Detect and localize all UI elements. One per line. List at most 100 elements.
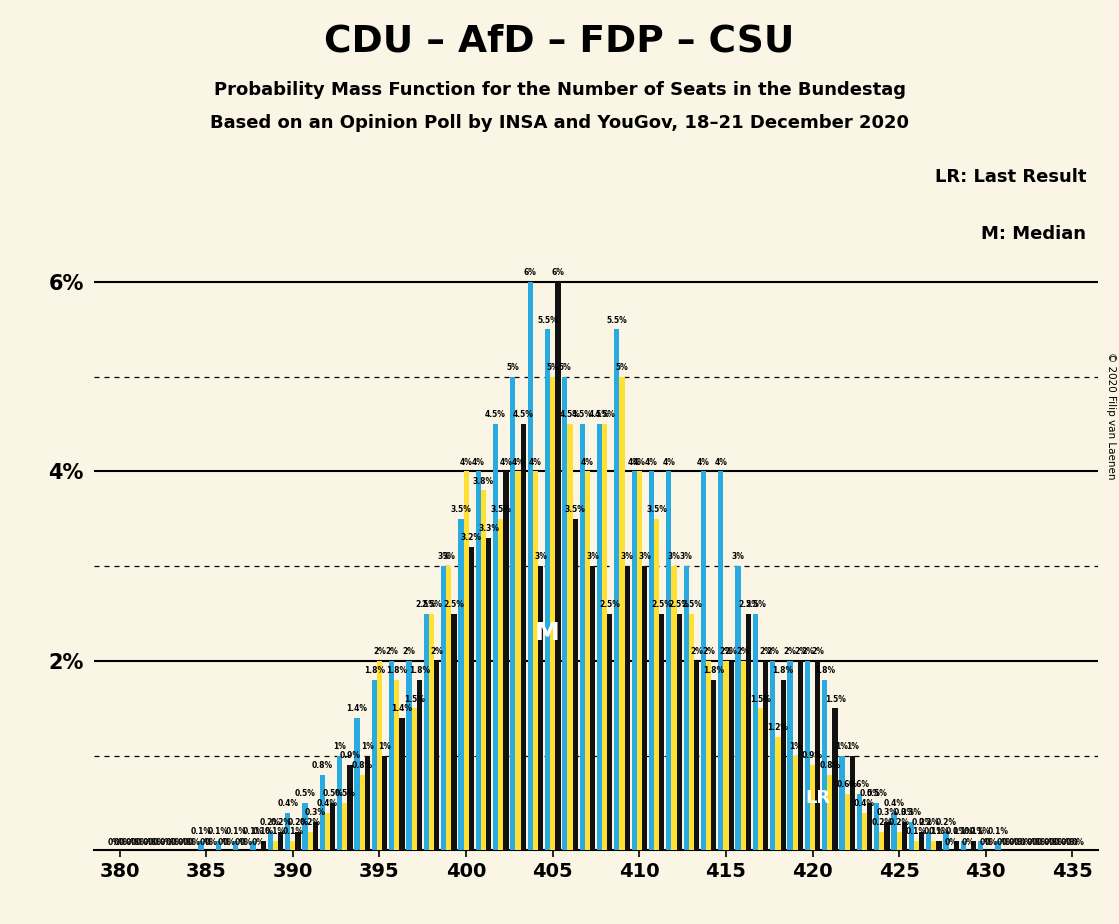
Text: 0%: 0% (252, 838, 265, 846)
Text: 3.3%: 3.3% (478, 524, 499, 533)
Text: 0%: 0% (182, 838, 196, 846)
Bar (493, 424, 498, 850)
Bar (763, 661, 769, 850)
Text: 0.8%: 0.8% (312, 761, 332, 770)
Text: 0%: 0% (1066, 838, 1079, 846)
Bar (320, 774, 325, 850)
Bar (365, 756, 370, 850)
Bar (267, 832, 273, 850)
Text: 1%: 1% (836, 742, 848, 751)
Bar (295, 832, 301, 850)
Text: 0.2%: 0.2% (918, 818, 939, 827)
Text: 5%: 5% (615, 363, 629, 372)
Text: 1%: 1% (378, 742, 392, 751)
Bar (995, 841, 1000, 850)
Text: 1.8%: 1.8% (703, 666, 724, 675)
Bar (867, 803, 873, 850)
Text: 0.5%: 0.5% (322, 789, 344, 798)
Text: 4%: 4% (633, 457, 646, 467)
Text: 2%: 2% (690, 647, 703, 656)
Bar (261, 841, 266, 850)
Text: 3.5%: 3.5% (451, 505, 471, 514)
Text: © 2020 Filip van Laenen: © 2020 Filip van Laenen (1106, 352, 1116, 480)
Text: 2%: 2% (760, 647, 772, 656)
Bar (441, 566, 446, 850)
Bar (285, 812, 290, 850)
Bar (233, 841, 238, 850)
Bar (792, 756, 798, 850)
Bar (486, 538, 491, 850)
Bar (978, 841, 984, 850)
Text: 1%: 1% (361, 742, 374, 751)
Text: LR: Last Result: LR: Last Result (934, 168, 1087, 186)
Bar (770, 661, 775, 850)
Text: 1.8%: 1.8% (772, 666, 793, 675)
Text: 0%: 0% (1014, 838, 1027, 846)
Bar (580, 424, 585, 850)
Text: 0.1%: 0.1% (190, 827, 211, 836)
Text: 2%: 2% (725, 647, 737, 656)
Text: 0%: 0% (205, 838, 218, 846)
Bar (746, 614, 751, 850)
Bar (372, 680, 377, 850)
Text: 0.3%: 0.3% (894, 808, 915, 818)
Bar (355, 718, 359, 850)
Text: 0%: 0% (200, 838, 213, 846)
Text: 1%: 1% (846, 742, 859, 751)
Text: 0%: 0% (166, 838, 178, 846)
Text: 5.5%: 5.5% (606, 315, 627, 324)
Bar (198, 841, 204, 850)
Text: 3%: 3% (679, 553, 693, 562)
Text: 4%: 4% (628, 457, 640, 467)
Text: 2%: 2% (783, 647, 797, 656)
Bar (839, 756, 845, 850)
Bar (585, 471, 590, 850)
Text: 1%: 1% (333, 742, 346, 751)
Bar (728, 661, 734, 850)
Text: 0%: 0% (1061, 838, 1073, 846)
Text: 0%: 0% (235, 838, 247, 846)
Bar (712, 680, 716, 850)
Text: 0.2%: 0.2% (872, 818, 892, 827)
Bar (961, 841, 966, 850)
Text: 1.4%: 1.4% (392, 704, 413, 713)
Text: 0.1%: 0.1% (265, 827, 286, 836)
Bar (896, 832, 902, 850)
Text: 3%: 3% (668, 553, 680, 562)
Text: 2.5%: 2.5% (739, 600, 759, 609)
Bar (798, 661, 803, 850)
Text: CDU – AfD – FDP – CSU: CDU – AfD – FDP – CSU (325, 23, 794, 59)
Text: 4.5%: 4.5% (572, 410, 593, 419)
Text: 0.1%: 0.1% (282, 827, 303, 836)
Text: Probability Mass Function for the Number of Seats in the Bundestag: Probability Mass Function for the Number… (214, 81, 905, 99)
Text: 2%: 2% (801, 647, 814, 656)
Text: 0%: 0% (177, 838, 190, 846)
Bar (377, 661, 382, 850)
Bar (446, 566, 451, 850)
Bar (833, 709, 838, 850)
Text: 0%: 0% (979, 838, 993, 846)
Text: 4%: 4% (499, 457, 513, 467)
Text: 2.5%: 2.5% (421, 600, 442, 609)
Text: 0.4%: 0.4% (884, 799, 904, 808)
Bar (943, 832, 949, 850)
Bar (874, 803, 880, 850)
Bar (845, 794, 849, 850)
Text: 0%: 0% (125, 838, 139, 846)
Text: 3.2%: 3.2% (461, 533, 482, 542)
Bar (741, 661, 746, 850)
Text: 0%: 0% (1002, 838, 1015, 846)
Bar (434, 661, 440, 850)
Text: 2.5%: 2.5% (745, 600, 765, 609)
Bar (919, 832, 924, 850)
Bar (325, 812, 330, 850)
Bar (394, 680, 399, 850)
Bar (700, 471, 706, 850)
Bar (602, 424, 608, 850)
Bar (302, 803, 308, 850)
Bar (596, 424, 602, 850)
Text: 4.5%: 4.5% (594, 410, 615, 419)
Bar (562, 377, 567, 850)
Text: 6%: 6% (524, 268, 537, 277)
Bar (723, 661, 728, 850)
